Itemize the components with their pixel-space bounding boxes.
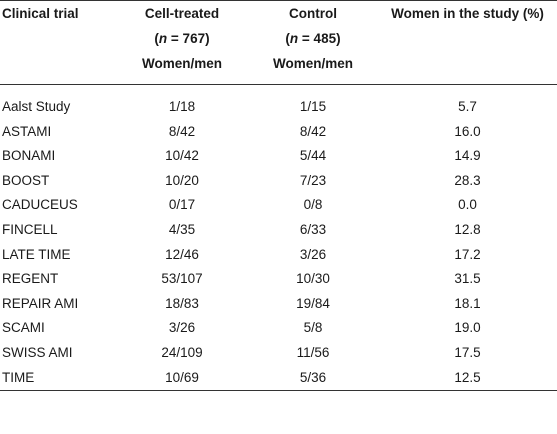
cell-treated: 24/109: [161, 344, 203, 360]
cell-women-pct: 5.7: [458, 99, 477, 114]
cell-trial: REPAIR AMI: [2, 295, 79, 311]
table-row: FINCELL 4/35 6/33 12.8: [0, 218, 557, 243]
cell-trial: BONAMI: [2, 148, 56, 164]
cell-trial: SWISS AMI: [2, 344, 73, 360]
cell-treated: 10/42: [165, 148, 199, 164]
cell-women-pct: 17.2: [454, 246, 481, 262]
header-control: Control: [248, 0, 378, 26]
cell-treated: 10/69: [116, 365, 248, 392]
cell-trial: BOOST: [2, 172, 50, 188]
table-body: Aalst Study 1/18 1/15 5.7 ASTAMI 8/42 8/42 16.0…: [0, 85, 557, 392]
cell-treated: 10/20: [165, 172, 199, 188]
cell-trial: LATE TIME: [2, 246, 71, 262]
table-row: REGENT 53/107 10/30 31.5: [0, 267, 557, 292]
cell-control: 7/23: [299, 172, 327, 188]
cell-control: 5/36: [248, 365, 378, 392]
cell-trial: TIME: [0, 365, 116, 392]
cell-control: 0/8: [303, 197, 323, 213]
cell-women-pct: 14.9: [454, 148, 481, 164]
table-row: TIME 10/69 5/36 12.5: [0, 365, 557, 392]
cell-treated: 4/35: [168, 221, 196, 237]
table-row: SWISS AMI 24/109 11/56 17.5: [0, 341, 557, 366]
table-row: SCAMI 3/26 5/8 19.0: [0, 316, 557, 341]
cell-treated: 3/26: [168, 320, 196, 336]
table-row: BOOST 10/20 7/23 28.3: [0, 169, 557, 194]
cell-trial: Aalst Study: [2, 99, 71, 114]
cell-women-pct: 31.5: [454, 271, 481, 287]
cell-control: 11/56: [296, 344, 330, 360]
header-women-pct: Women in the study (%): [378, 0, 557, 26]
cell-control: 19/84: [296, 295, 330, 311]
cell-treated: 12/46: [165, 246, 199, 262]
table-header: Clinical trial Cell-treated Control Wome…: [0, 0, 557, 85]
table-row: CADUCEUS 0/17 0/8 0.0: [0, 193, 557, 218]
cell-treated: 53/107: [161, 271, 203, 287]
cell-women-pct: 12.5: [378, 365, 557, 392]
cell-women-pct: 19.0: [454, 320, 481, 336]
table-row: LATE TIME 12/46 3/26 17.2: [0, 243, 557, 268]
cell-women-pct: 12.8: [454, 221, 481, 237]
cell-control: 8/42: [299, 123, 327, 139]
header-cell-treated: Cell-treated: [116, 0, 248, 26]
header-clinical-trial: Clinical trial: [0, 0, 116, 26]
cell-control: 5/8: [303, 320, 323, 336]
cell-control: 1/15: [299, 99, 327, 114]
cell-control: 5/44: [299, 148, 327, 164]
table-row: Aalst Study 1/18 1/15 5.7: [0, 95, 557, 120]
cell-women-pct: 0.0: [458, 197, 477, 213]
cell-trial: REGENT: [2, 271, 59, 287]
table-row: BONAMI 10/42 5/44 14.9: [0, 144, 557, 169]
header-control-n: (n = 485): [285, 31, 341, 46]
cell-women-pct: 16.0: [454, 123, 481, 139]
cell-women-pct: 18.1: [454, 295, 481, 311]
cell-treated: 0/17: [168, 197, 196, 213]
table-row: REPAIR AMI 18/83 19/84 18.1: [0, 292, 557, 317]
cell-women-pct: 17.5: [454, 344, 481, 360]
cell-trial: ASTAMI: [2, 123, 52, 139]
cell-treated: 18/83: [165, 295, 199, 311]
clinical-trials-table: Clinical trial Cell-treated Control Wome…: [0, 0, 557, 392]
cell-trial: CADUCEUS: [2, 197, 78, 213]
cell-women-pct: 28.3: [454, 172, 481, 188]
cell-treated: 1/18: [168, 99, 196, 114]
cell-treated: 8/42: [168, 123, 196, 139]
header-cell-treated-ratio: Women/men: [116, 51, 248, 85]
cell-control: 3/26: [299, 246, 327, 262]
header-cell-treated-n: (n = 767): [154, 31, 210, 46]
cell-control: 10/30: [296, 271, 330, 287]
table-row: ASTAMI 8/42 8/42 16.0: [0, 120, 557, 145]
cell-trial: SCAMI: [2, 320, 45, 336]
cell-trial: FINCELL: [2, 221, 58, 237]
cell-control: 6/33: [299, 221, 327, 237]
header-control-ratio: Women/men: [248, 51, 378, 85]
